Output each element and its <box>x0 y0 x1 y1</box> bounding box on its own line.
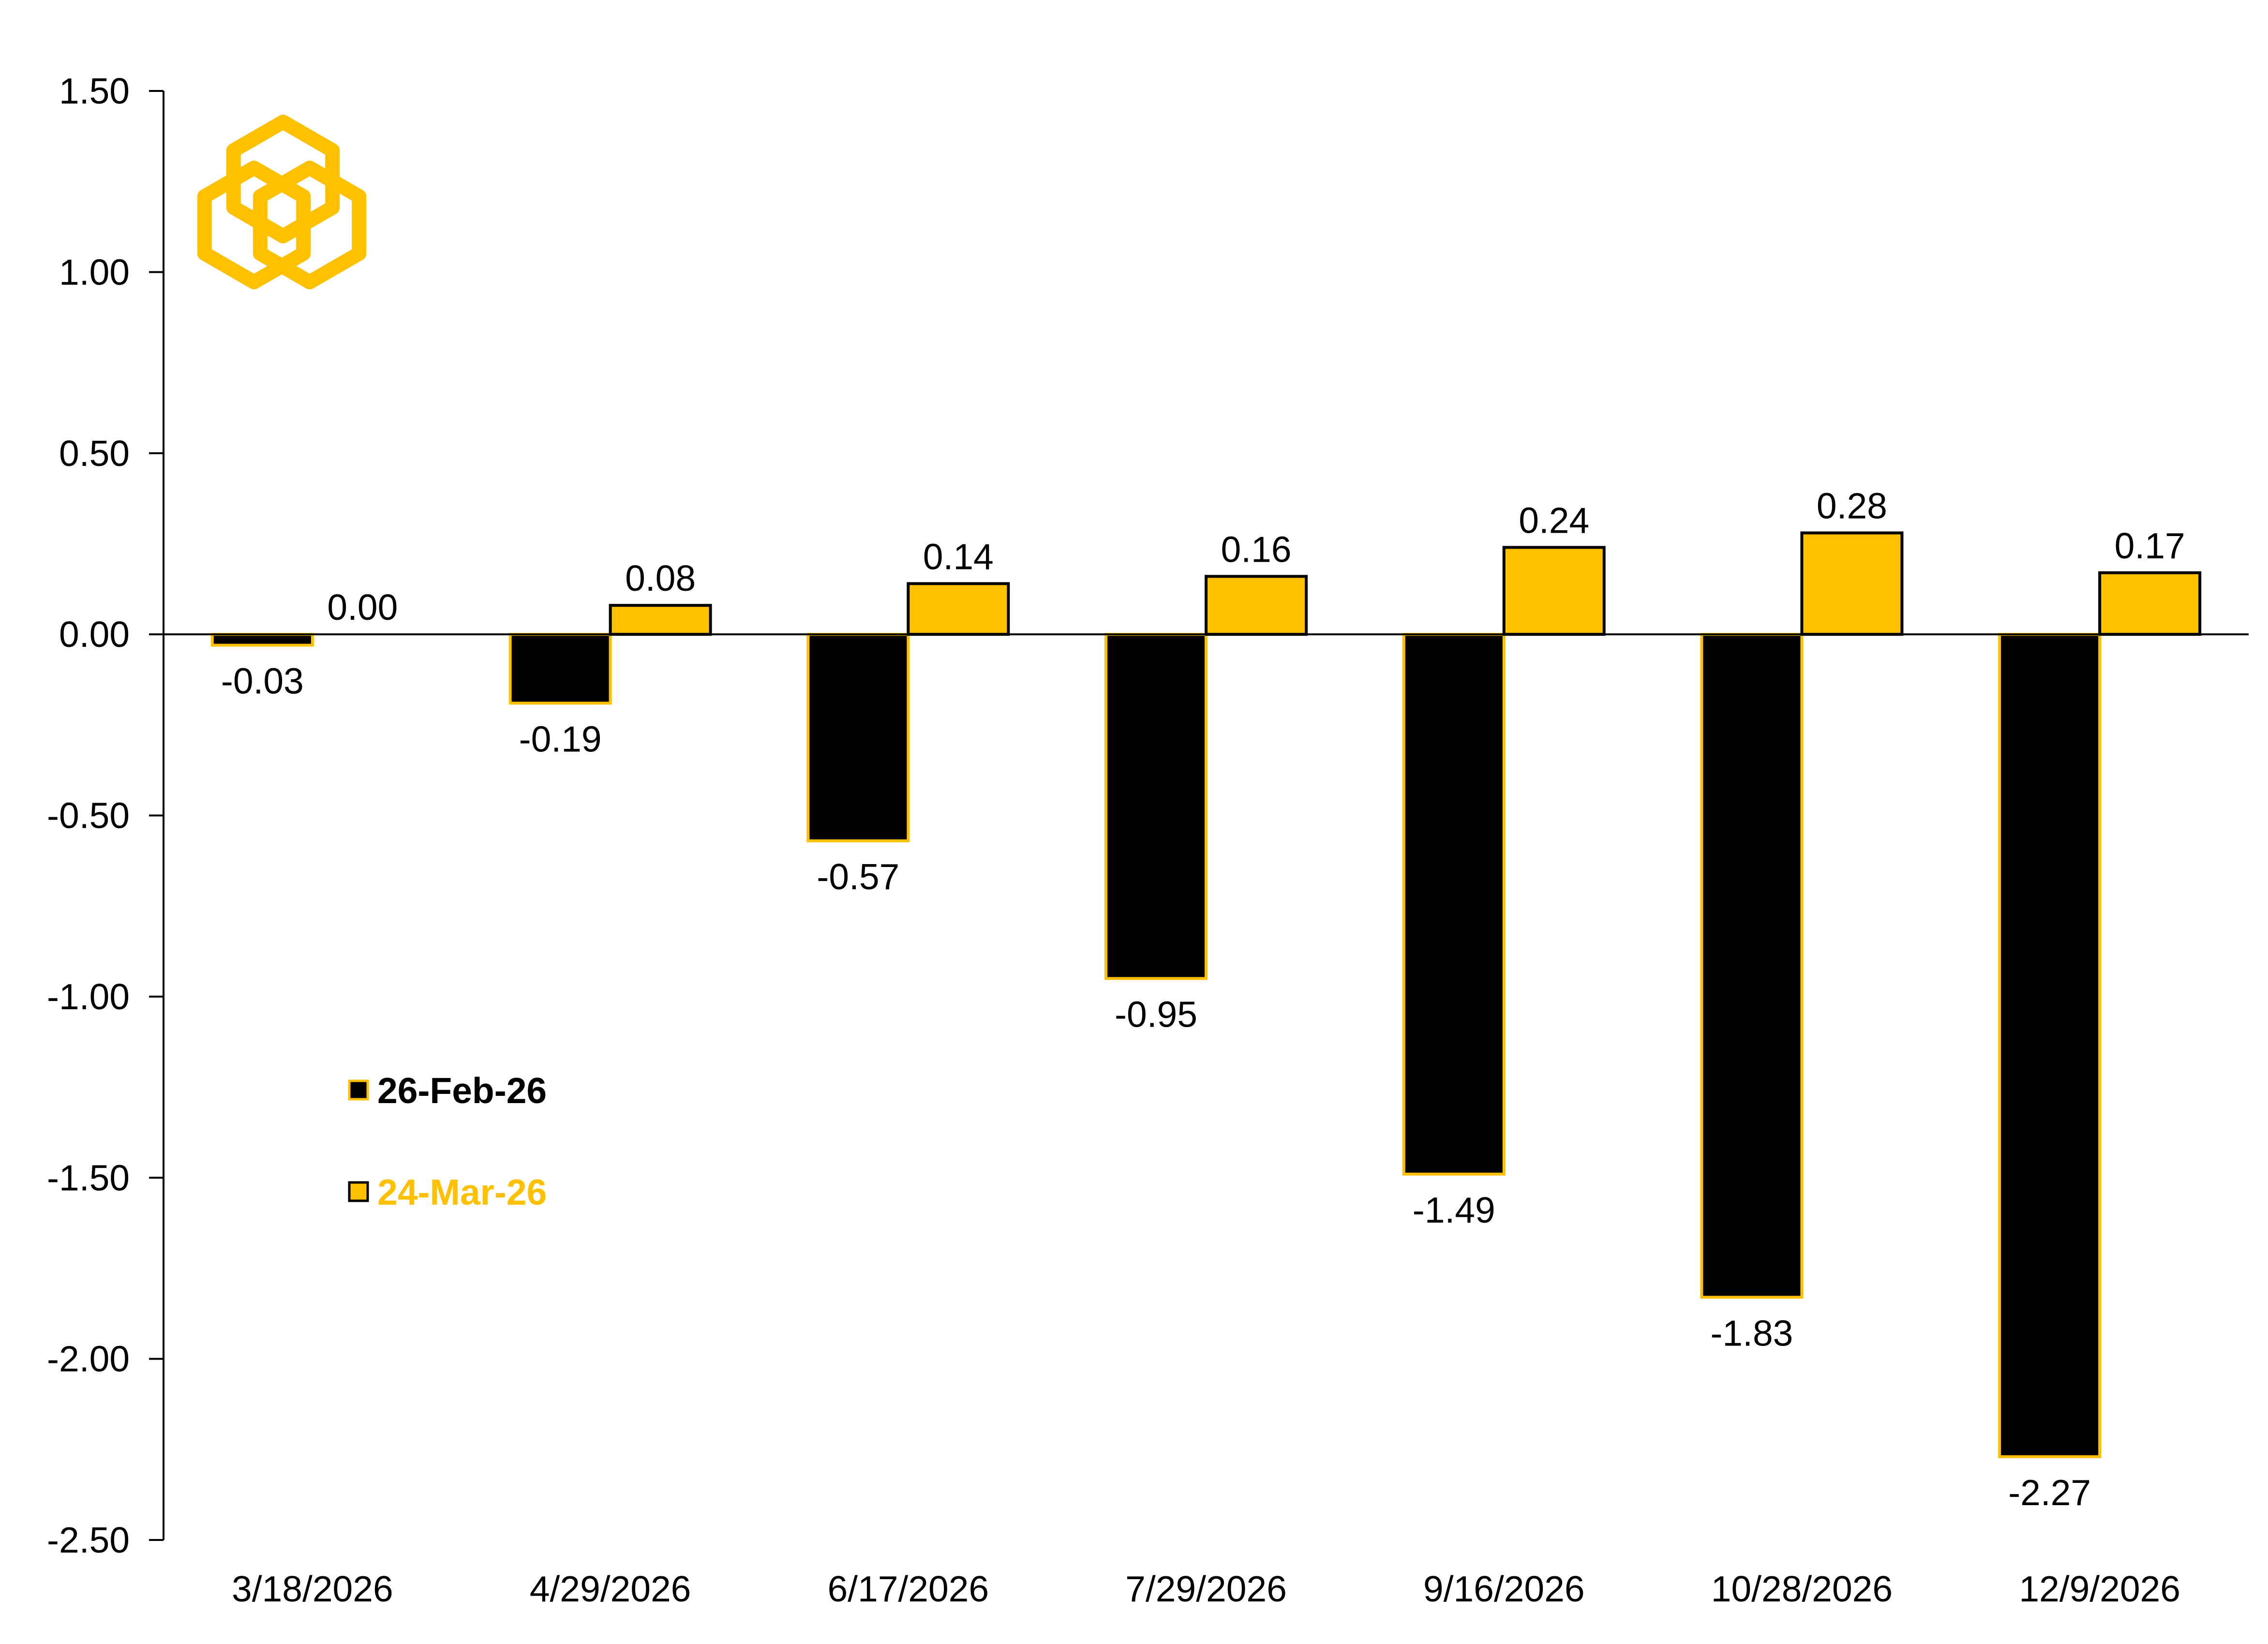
bar-series2-10/28/2026 <box>1800 531 1904 636</box>
y-tick-label: 0.50 <box>59 433 130 474</box>
data-label-series2-12/9/2026: 0.17 <box>2115 525 2185 566</box>
data-label-series2-3/18/2026: 0.00 <box>327 587 398 628</box>
bar-series1-6/17/2026 <box>806 633 910 842</box>
data-label-series1-10/28/2026: -1.83 <box>1710 1313 1793 1353</box>
y-tick-label: -2.50 <box>47 1520 130 1560</box>
x-tick-label: 7/29/2026 <box>1125 1569 1287 1609</box>
y-tick-label: 0.00 <box>59 614 130 655</box>
y-tick-label: 1.00 <box>59 252 130 292</box>
data-label-series1-12/9/2026: -2.27 <box>2008 1472 2091 1513</box>
bar-series2-9/16/2026 <box>1502 546 1606 636</box>
x-tick-label: 10/28/2026 <box>1711 1569 1893 1609</box>
legend: 26-Feb-26 24-Mar-26 <box>348 1070 547 1212</box>
x-tick-label: 6/17/2026 <box>827 1569 989 1609</box>
data-label-series1-4/29/2026: -0.19 <box>519 718 602 759</box>
bar-series2-7/29/2026 <box>1205 575 1308 636</box>
y-tick-label: 1.50 <box>59 71 130 111</box>
x-tick-label: 3/18/2026 <box>232 1569 393 1609</box>
data-label-series2-7/29/2026: 0.16 <box>1221 529 1292 569</box>
data-label-series1-7/29/2026: -0.95 <box>1115 994 1197 1034</box>
logo-hexagon-right <box>253 161 367 289</box>
bar-series1-7/29/2026 <box>1104 633 1208 980</box>
data-label-series2-10/28/2026: 0.28 <box>1817 485 1887 526</box>
bars <box>210 531 2202 1458</box>
data-label-series2-4/29/2026: 0.08 <box>625 558 696 598</box>
bar-series2-6/17/2026 <box>907 582 1010 636</box>
legend-label-series1: 26-Feb-26 <box>377 1070 547 1111</box>
bar-series1-9/16/2026 <box>1402 633 1506 1176</box>
legend-swatch-series2 <box>348 1181 369 1202</box>
y-tick-label: -2.00 <box>47 1339 130 1379</box>
data-label-series1-9/16/2026: -1.49 <box>1413 1190 1495 1230</box>
bar-series1-3/18/2026 <box>210 633 314 647</box>
logo-hexagon-top <box>226 115 340 243</box>
bar-series2-12/9/2026 <box>2098 571 2202 636</box>
data-label-series1-6/17/2026: -0.57 <box>817 856 899 897</box>
bar-series1-10/28/2026 <box>1700 633 1804 1299</box>
axes: 1.50 1.00 0.50 0.00 -0.50 -1.00 -1.50 -2.00 -2.5… <box>47 71 2249 1609</box>
x-tick-label: 12/9/2026 <box>2019 1569 2180 1609</box>
logo-hexagon-left <box>197 161 311 289</box>
bar-series1-4/29/2026 <box>508 633 612 705</box>
data-label-series2-9/16/2026: 0.24 <box>1519 500 1589 540</box>
data-label-series2-6/17/2026: 0.14 <box>923 536 994 577</box>
x-tick-label: 9/16/2026 <box>1423 1569 1585 1609</box>
data-label-series1-3/18/2026: -0.03 <box>221 661 304 702</box>
x-tick-label: 4/29/2026 <box>530 1569 691 1609</box>
data-labels: -0.03 0.00 -0.19 0.08 -0.57 0.14 -0.95 0.16 -1.4… <box>221 485 2185 1512</box>
bar-series1-12/9/2026 <box>1998 633 2102 1458</box>
y-tick-label: -1.00 <box>47 976 130 1017</box>
bar-series2-4/29/2026 <box>609 604 712 636</box>
y-tick-label: -1.50 <box>47 1157 130 1198</box>
legend-label-series2: 24-Mar-26 <box>377 1172 547 1212</box>
y-tick-label: -0.50 <box>47 795 130 836</box>
hexagon-logo-icon <box>197 115 367 289</box>
legend-swatch-series1 <box>348 1079 369 1101</box>
